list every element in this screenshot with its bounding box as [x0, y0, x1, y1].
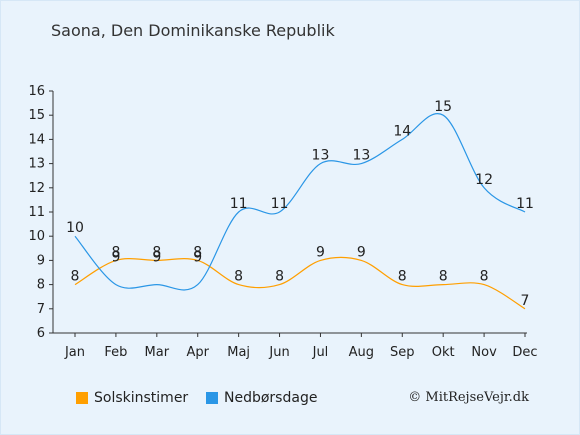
legend-item-sun: Solskinstimer — [76, 390, 188, 406]
x-tick-label: Aug — [349, 345, 374, 360]
rain-data-label: 11 — [230, 196, 248, 212]
y-tick-label: 15 — [28, 108, 45, 123]
y-tick-label: 11 — [28, 205, 45, 220]
rain-legend-label: Nedbørsdage — [224, 390, 318, 406]
x-tick-label: Jan — [64, 345, 85, 360]
rain-data-label: 11 — [516, 196, 534, 212]
x-tick-label: Feb — [104, 345, 127, 360]
x-tick-label: Nov — [471, 345, 497, 360]
sun-data-label: 8 — [439, 269, 448, 285]
rain-legend-swatch — [206, 392, 218, 404]
x-tick-label: Apr — [186, 345, 209, 360]
sun-data-label: 8 — [234, 269, 243, 285]
sun-data-label: 9 — [316, 244, 325, 260]
sun-data-label: 9 — [357, 244, 366, 260]
x-tick-label: Dec — [512, 345, 537, 360]
x-tick-label: Mar — [145, 345, 170, 360]
y-tick-label: 13 — [28, 157, 45, 172]
sun-data-label: 8 — [71, 269, 80, 285]
rain-data-label: 9 — [111, 249, 120, 265]
chart-subtitle: Saona, Den Dominikanske Republik — [51, 21, 335, 40]
x-tick-label: Maj — [227, 345, 250, 360]
site-credit: © MitRejseVejr.dk — [408, 390, 529, 405]
legend-item-rain: Nedbørsdage — [206, 390, 317, 406]
rain-data-label: 10 — [66, 220, 84, 236]
y-tick-label: 10 — [28, 229, 45, 244]
x-tick-label: Okt — [432, 345, 455, 360]
rain-data-label: 11 — [271, 196, 289, 212]
y-tick-label: 12 — [28, 181, 45, 196]
rain-series-line — [74, 113, 526, 291]
y-tick-label: 16 — [28, 84, 45, 99]
chart-series — [74, 113, 526, 310]
rain-data-label: 9 — [193, 249, 202, 265]
x-tick-label: Jul — [312, 345, 329, 360]
x-tick-label: Sep — [390, 345, 415, 360]
sun-data-label: 7 — [521, 293, 530, 309]
rain-data-label: 13 — [312, 148, 330, 164]
sun-legend-label: Solskinstimer — [94, 390, 189, 406]
rain-data-label: 9 — [152, 249, 161, 265]
sun-data-label: 8 — [152, 244, 161, 260]
y-tick-label: 14 — [28, 132, 45, 147]
rain-data-label: 15 — [434, 99, 452, 115]
y-tick-label: 8 — [37, 278, 45, 293]
sun-series-line — [74, 256, 526, 310]
sun-data-label: 8 — [480, 269, 489, 285]
sun-data-label: 8 — [398, 269, 407, 285]
rain-data-label: 12 — [475, 172, 493, 188]
sun-data-label: 8 — [275, 269, 284, 285]
y-tick-label: 7 — [37, 302, 45, 317]
sun-legend-swatch — [76, 392, 88, 404]
y-tick-label: 9 — [37, 253, 45, 268]
sun-data-label: 8 — [193, 244, 202, 260]
sun-data-label: 8 — [111, 244, 120, 260]
rain-data-label: 14 — [393, 123, 411, 139]
y-tick-label: 6 — [37, 326, 45, 341]
rain-data-label: 13 — [352, 148, 370, 164]
x-tick-label: Jun — [268, 345, 289, 360]
